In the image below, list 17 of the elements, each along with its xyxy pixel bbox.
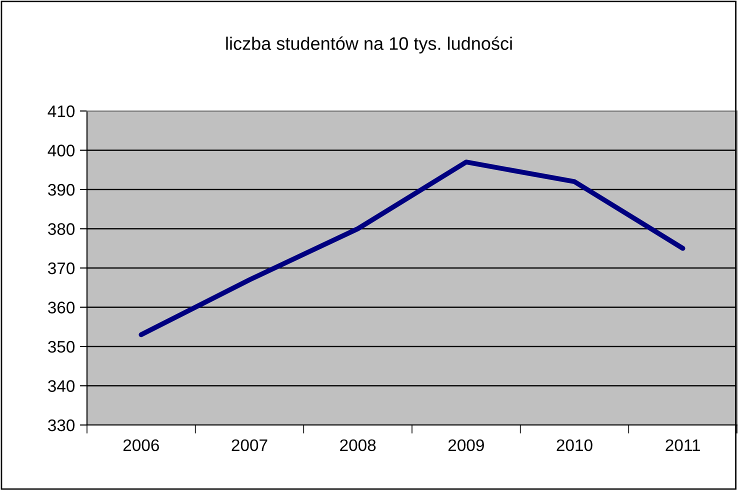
line-series — [138, 160, 686, 338]
y-tick-label: 390 — [48, 184, 75, 196]
x-tick-label: 2007 — [232, 439, 268, 452]
y-tick-label: 370 — [48, 262, 75, 274]
y-tick-label: 360 — [48, 302, 75, 314]
x-tick-label: 2006 — [123, 439, 159, 452]
y-tick-label: 330 — [48, 419, 75, 432]
x-tick-label: 2009 — [448, 439, 484, 452]
y-tick-label: 400 — [48, 144, 75, 156]
y-tick-label: 350 — [48, 340, 75, 353]
x-tick-label: 2008 — [340, 439, 376, 452]
y-tick-label: 380 — [48, 223, 75, 235]
y-tick-label: 340 — [48, 380, 75, 392]
y-tick-label: 410 — [48, 105, 75, 118]
x-tick-label: 2011 — [666, 439, 700, 452]
chart-title: liczba studentów na 10 tys. ludności — [226, 36, 512, 54]
x-tick-label: 2010 — [556, 439, 592, 452]
